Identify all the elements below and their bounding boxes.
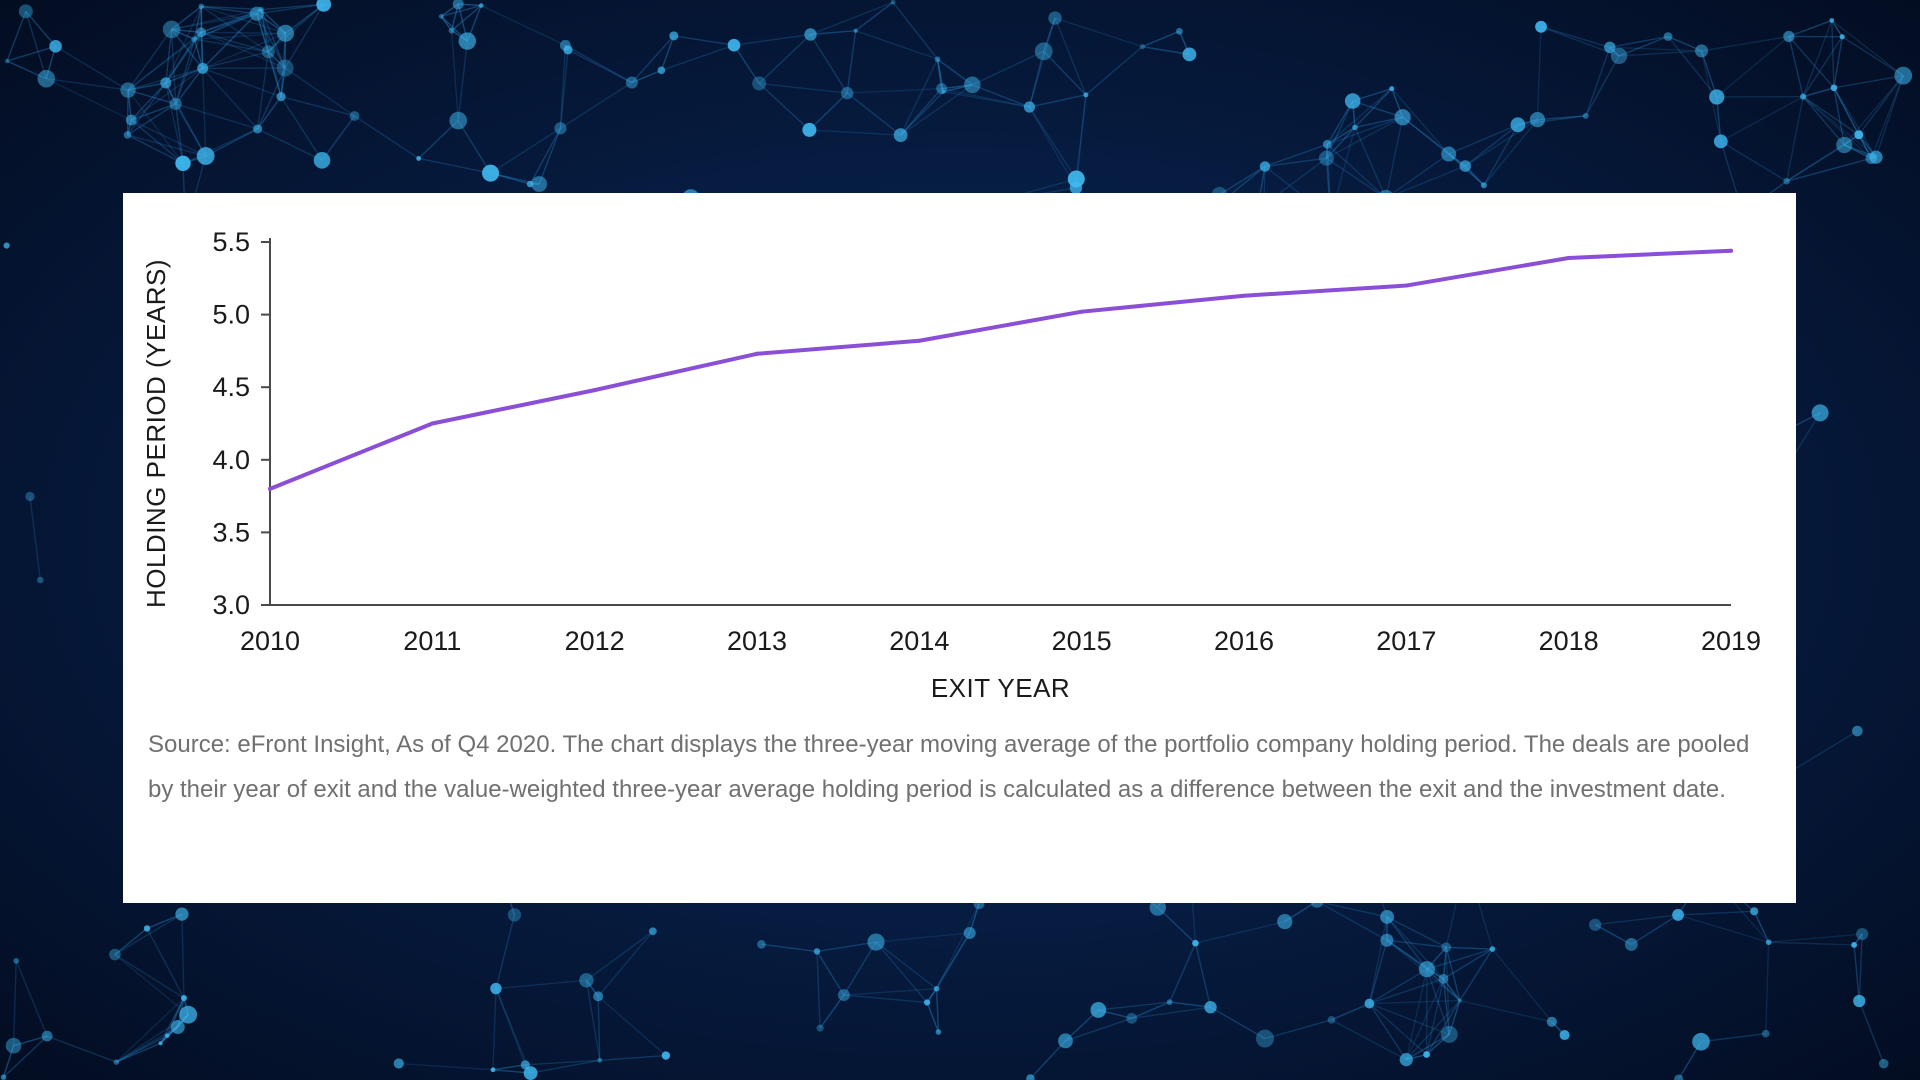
x-tick-label: 2010 [240, 626, 300, 656]
x-axis-title: EXIT YEAR [931, 673, 1070, 703]
x-tick-labels: 2010 2011 2012 2013 2014 2015 2016 2017 2018 2019 [240, 626, 1761, 656]
y-tick-label: 4.5 [212, 372, 250, 402]
x-tick-label: 2011 [403, 626, 461, 656]
x-tick-label: 2015 [1052, 626, 1112, 656]
line-chart: 3.03.54.04.55.05.5 2010 2011 2012 2013 2014 2… [141, 227, 1761, 703]
x-tick-label: 2019 [1701, 626, 1761, 656]
series-line [268, 248, 1733, 491]
chart-axes [269, 238, 1731, 606]
data-point [1404, 283, 1409, 288]
y-tick-label: 5.0 [212, 300, 250, 330]
x-tick-label: 2013 [727, 626, 787, 656]
data-point [1079, 309, 1084, 314]
data-point [1729, 248, 1733, 253]
data-point [1566, 255, 1571, 260]
y-tick-label: 4.0 [212, 445, 250, 475]
x-tick-label: 2017 [1376, 626, 1436, 656]
y-tick-label: 3.5 [212, 517, 250, 547]
data-point [755, 351, 759, 356]
x-tick-label: 2016 [1214, 626, 1274, 656]
y-tick-label: 3.0 [212, 590, 250, 620]
y-axis-title: HOLDING PERIOD (YEARS) [141, 259, 171, 608]
data-point [430, 421, 435, 426]
data-point [1242, 293, 1246, 298]
x-tick-label: 2012 [565, 626, 625, 656]
series-layer [268, 248, 1733, 491]
data-point [917, 338, 922, 343]
y-tick-labels: 3.0 3.5 4.0 4.5 5.0 5.5 [212, 227, 270, 620]
y-tick-label: 5.5 [212, 227, 250, 257]
data-point [592, 388, 597, 393]
source-note: Source: eFront Insight, As of Q4 2020. T… [148, 731, 1750, 803]
x-tick-label: 2018 [1539, 626, 1599, 656]
x-tick-label: 2014 [889, 626, 949, 656]
data-point [268, 486, 272, 491]
chart-card: 3.0 3.5 4.0 4.5 5.0 5.5 2010 2011 2012 2013 2014 2… [123, 193, 1796, 903]
